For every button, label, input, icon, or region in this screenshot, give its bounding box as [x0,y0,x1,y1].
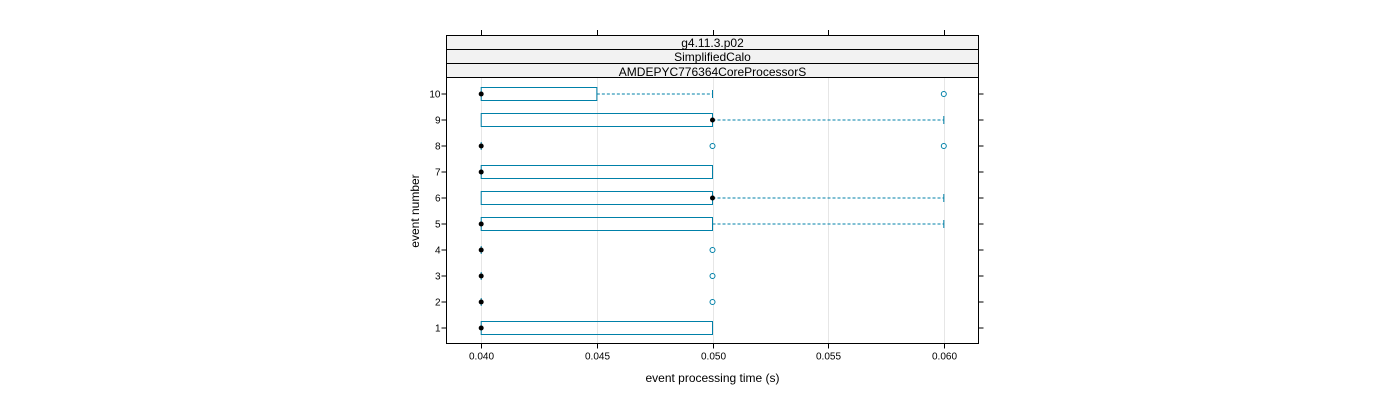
x-tick-label-3: 0.055 [816,352,841,363]
y-tick-label-5: 6 [435,194,441,205]
box-rect-9 [480,113,713,127]
y-tick-label-4: 5 [435,220,441,231]
y-tick-label-0: 1 [435,324,441,335]
x-axis-ticks: 0.040 0.045 0.050 0.055 0.060 [469,30,957,363]
x-tick-label-1: 0.045 [585,352,610,363]
y-axis-ticks: 1 2 3 4 5 6 7 8 9 10 [429,90,984,335]
median-dot-7 [478,169,484,175]
median-dot-3 [478,273,484,279]
box-rect-1 [480,321,713,335]
strip-group: g4.11.3.p02 SimplifiedCalo AMDEPYC776364… [446,35,979,79]
box-event-3 [478,272,716,280]
y-tick-label-6: 7 [435,168,441,179]
panel-border [446,77,979,344]
box-event-10 [478,87,947,101]
box-event-2 [478,298,716,306]
median-dot-6 [710,195,715,201]
box-event-4 [478,246,716,254]
x-tick-label-2: 0.050 [701,352,726,363]
box-event-1 [478,321,713,335]
box-event-7 [478,165,713,179]
median-dot-8 [478,143,484,149]
strip-3-label: AMDEPYC776364CoreProcessorS [619,65,806,79]
outlier-3-0 [709,273,716,279]
x-tick-label-4: 0.060 [932,352,957,363]
y-tick-label-7: 8 [435,142,441,153]
box-event-8 [478,142,947,150]
median-dot-10 [478,91,484,97]
plot-area [478,87,947,335]
median-dot-4 [478,247,484,253]
median-dot-9 [710,117,715,123]
box-event-6 [480,191,945,205]
x-tick-label-0: 0.040 [469,352,494,363]
y-tick-label-8: 9 [435,116,441,127]
median-dot-1 [478,325,484,331]
box-rect-5 [480,217,713,231]
box-event-5 [478,217,945,231]
x-axis-label: event processing time (s) [645,371,779,385]
y-tick-label-3: 4 [435,246,441,257]
y-axis-label: event number [408,174,422,247]
median-dot-2 [478,299,484,305]
box-rect-6 [480,191,713,205]
y-tick-label-9: 10 [429,90,441,101]
strip-2-label: SimplifiedCalo [674,50,751,64]
y-tick-label-1: 2 [435,298,441,309]
outlier-2-0 [709,299,716,305]
y-tick-label-2: 3 [435,272,441,283]
box-event-9 [480,113,945,127]
outlier-8-0 [709,143,716,149]
outlier-8-1 [940,143,947,149]
outlier-10-0 [940,91,947,97]
box-rect-7 [480,165,713,179]
strip-1-label: g4.11.3.p02 [681,36,744,50]
outlier-4-0 [709,247,716,253]
median-dot-5 [478,221,484,227]
box-rect-10 [480,87,598,101]
